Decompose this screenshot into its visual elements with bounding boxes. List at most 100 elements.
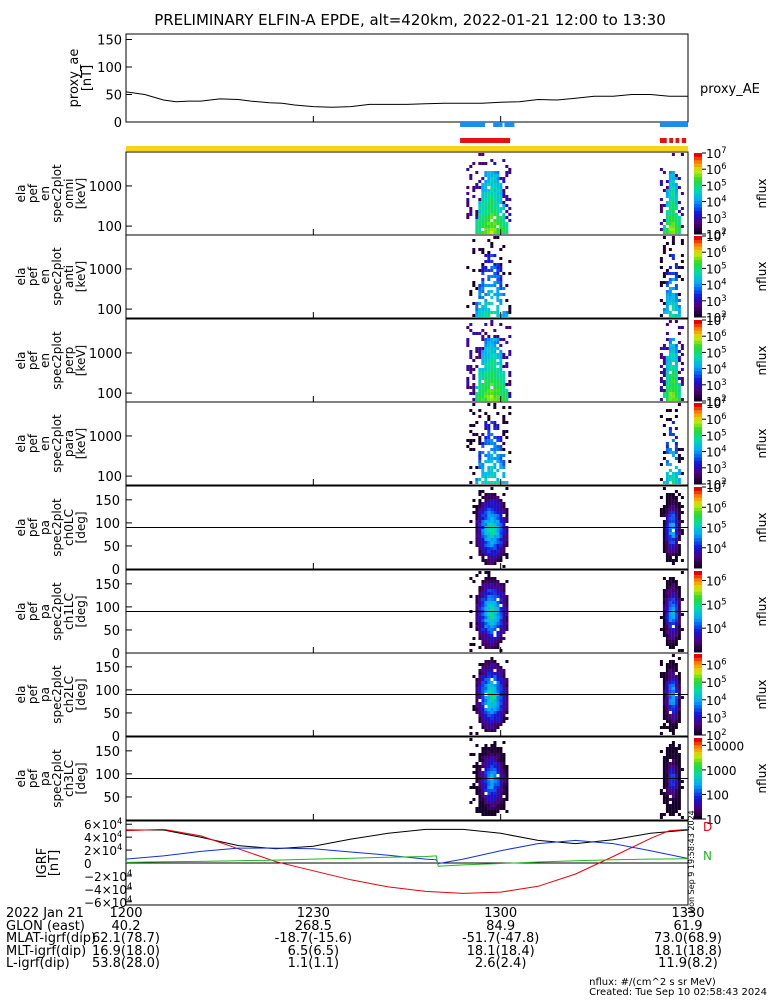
spectrogram-cell: [677, 696, 681, 699]
spectrogram-cell: [671, 813, 675, 816]
spectrogram-cell: [493, 451, 497, 454]
spectrogram-cell: [493, 616, 497, 619]
spectrogram-cell: [496, 427, 500, 430]
colorbar-segment: [694, 290, 702, 294]
spectrogram-cell: [659, 415, 663, 418]
spectrogram-cell: [484, 586, 488, 589]
spectrogram-cell: [502, 216, 506, 219]
spectrogram-cell: [496, 481, 500, 484]
spectrogram-cell: [493, 771, 497, 774]
colorbar-segment: [694, 598, 702, 602]
spectrogram-cell: [671, 219, 675, 222]
panel-ylabel: ela: [14, 351, 28, 369]
spectrogram-cell: [668, 535, 672, 538]
spectrogram-cell: [493, 723, 497, 726]
spectrogram-cell: [481, 708, 485, 711]
spectrogram-cell: [668, 374, 672, 377]
spectrogram-cell: [484, 753, 488, 756]
spectrogram-cell: [490, 502, 494, 505]
spectrogram-cell: [496, 687, 500, 690]
spectrogram-cell: [499, 640, 503, 643]
spectrogram-cell: [487, 347, 491, 350]
spectrogram-cell: [665, 368, 669, 371]
spectrogram-cell: [469, 356, 473, 359]
spectrogram-cell: [481, 616, 485, 619]
spectrogram-cell: [674, 810, 678, 813]
spectrogram-cell: [671, 502, 675, 505]
spectrogram-cell: [490, 469, 494, 472]
spectrogram-cell: [496, 436, 500, 439]
spectrogram-cell: [671, 663, 675, 666]
spectrogram-cell: [478, 810, 482, 813]
spectrogram-cell: [502, 511, 506, 514]
spectrogram-cell: [671, 544, 675, 547]
spectrogram-cell: [671, 514, 675, 517]
spectrogram-cell: [668, 619, 672, 622]
spectrogram-cell: [674, 684, 678, 687]
spectrogram-cell: [508, 406, 512, 409]
spectrogram-cell: [481, 726, 485, 729]
spectrogram-cell: [493, 613, 497, 616]
spectrogram-cell: [502, 532, 506, 535]
spectrogram-cell: [487, 634, 491, 637]
spectrogram-cell: [677, 547, 681, 550]
spectrogram-cell: [478, 622, 482, 625]
spectrogram-cell: [484, 308, 488, 311]
spectrogram-cell: [484, 436, 488, 439]
spectrogram-cell: [496, 592, 500, 595]
spectrogram-cell: [475, 810, 479, 813]
spectrogram-cell: [487, 350, 491, 353]
spectrogram-cell: [680, 344, 684, 347]
spectrogram-cell: [680, 266, 684, 269]
spectrogram-cell: [671, 714, 675, 717]
spectrogram-cell: [469, 293, 473, 296]
spectrogram-cell: [478, 198, 482, 201]
spectrogram-cell: [487, 368, 491, 371]
spectrogram-cell: [487, 427, 491, 430]
spectrogram-cell: [493, 580, 497, 583]
panel-ytick-label: 100: [97, 387, 122, 402]
spectrogram-cell: [487, 389, 491, 392]
spectrogram-cell: [496, 792, 500, 795]
spectrogram-cell: [487, 696, 491, 699]
colorbar-tick-label: 105: [706, 427, 727, 443]
spectrogram-cell: [493, 254, 497, 257]
panel-ela_pef_pa_spec2plot_ch3LC: 50100150elapefpaspec2plotch3LC[deg]10100…: [14, 736, 769, 827]
spectrogram-cell: [475, 514, 479, 517]
spectrogram-cell: [493, 445, 497, 448]
spectrogram-cell: [677, 619, 681, 622]
spectrogram-cell: [505, 299, 509, 302]
spectrogram-cell: [668, 523, 672, 526]
spectrogram-cell: [674, 702, 678, 705]
spectrogram-cell: [674, 511, 678, 514]
spectrogram-cell: [665, 409, 669, 412]
colorbar-segment: [694, 283, 702, 288]
spectrogram-cell: [508, 171, 512, 174]
spectrogram-cell: [671, 780, 675, 783]
spectrogram-cell: [677, 783, 681, 786]
spectrogram-cell: [677, 550, 681, 553]
colorbar-segment: [694, 591, 702, 596]
spectrogram-cell: [484, 311, 488, 314]
spectrogram-cell: [490, 672, 494, 675]
spectrogram-cell: [478, 795, 482, 798]
spectrogram-cell: [668, 556, 672, 559]
spectrogram-cell: [665, 780, 669, 783]
spectrogram-cell: [665, 628, 669, 631]
spectrogram-cell: [496, 583, 500, 586]
spectrogram-cell: [496, 595, 500, 598]
spectrogram-cell: [662, 717, 666, 720]
spectrogram-cell: [490, 302, 494, 305]
spectrogram-cell: [493, 583, 497, 586]
spectrogram-cell: [680, 511, 684, 514]
spectrogram-cell: [671, 550, 675, 553]
spectrogram-cell: [490, 210, 494, 213]
spectrogram-cell: [475, 607, 479, 610]
colorbar-segment: [694, 453, 702, 458]
spectrogram-cell: [674, 544, 678, 547]
spectrogram-cell: [475, 595, 479, 598]
spectrogram-cell: [490, 598, 494, 601]
panel-ylabel: anti: [62, 265, 76, 288]
spectrogram-cell: [505, 789, 509, 792]
spectrogram-cell: [677, 275, 681, 278]
